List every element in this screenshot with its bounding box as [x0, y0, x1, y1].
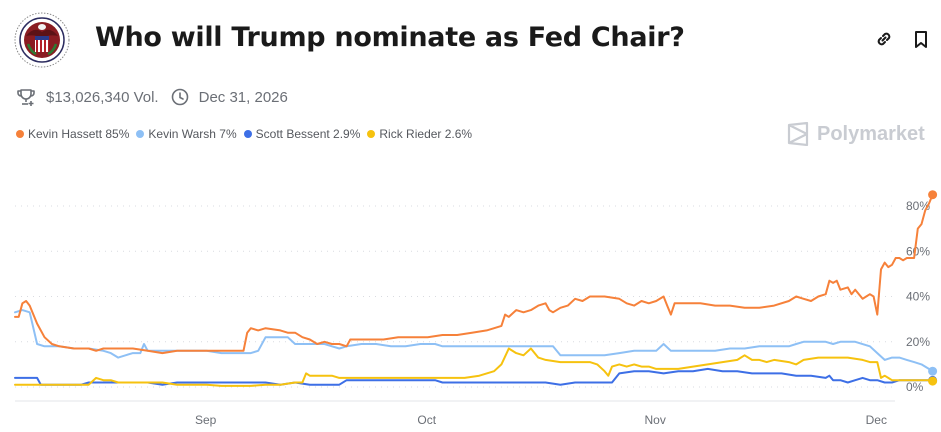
legend-label: Kevin Hassett 85%	[28, 127, 130, 141]
y-tick-label: 80%	[906, 199, 930, 213]
x-axis: Sep Oct Nov Dec	[195, 413, 887, 427]
legend-dot	[367, 130, 376, 138]
chart-grid	[15, 205, 895, 402]
volume-text: $13,026,340 Vol.	[46, 88, 159, 106]
x-tick-label: Oct	[417, 413, 436, 427]
y-tick-label: 20%	[906, 335, 930, 349]
x-tick-label: Sep	[195, 413, 217, 427]
legend-dot	[16, 130, 24, 138]
brand-name: Polymarket	[817, 122, 925, 145]
polymarket-watermark: Polymarket	[787, 122, 925, 146]
y-tick-label: 0%	[906, 380, 924, 394]
legend-item-scott-bessent[interactable]: Scott Bessent 2.9%	[243, 127, 361, 141]
bookmark-icon	[915, 31, 927, 48]
x-tick-label: Nov	[645, 413, 666, 427]
series-endpoint-rick-rieder	[928, 376, 938, 386]
series-line-kevin-warsh	[14, 309, 934, 373]
page-title: Who will Trump nominate as Fed Chair?	[95, 22, 685, 53]
series-line-kevin-hassett	[14, 193, 934, 355]
series-endpoint-kevin-hassett	[928, 190, 938, 200]
series-line-scott-bessent	[14, 367, 934, 386]
trophy-icon	[17, 89, 35, 106]
y-tick-label: 60%	[906, 244, 930, 258]
legend-label: Kevin Warsh 7%	[148, 127, 237, 141]
link-icon	[877, 32, 891, 46]
x-tick-label: Dec	[866, 413, 887, 427]
y-tick-label: 40%	[906, 290, 930, 304]
clock-icon	[171, 88, 188, 106]
legend-item-kevin-warsh[interactable]: Kevin Warsh 7%	[136, 127, 237, 141]
legend-dot	[243, 130, 252, 138]
market-meta: $13,026,340 Vol. Dec 31, 2026	[16, 86, 288, 108]
series-line-rick-rieder	[14, 347, 934, 387]
legend-label: Scott Bessent 2.9%	[255, 127, 361, 141]
bookmark-button[interactable]	[910, 28, 932, 50]
series-endpoint-kevin-warsh	[928, 366, 938, 376]
polymarket-logo-icon	[787, 122, 809, 146]
y-axis: 0% 20% 40% 60% 80%	[906, 199, 930, 394]
chart-legend: Kevin Hassett 85% Kevin Warsh 7% Scott B…	[16, 127, 479, 141]
legend-dot	[136, 130, 145, 138]
copy-link-button[interactable]	[873, 28, 895, 50]
federal-reserve-seal-icon	[14, 12, 70, 68]
chart-series	[14, 190, 938, 387]
legend-item-kevin-hassett[interactable]: Kevin Hassett 85%	[16, 127, 129, 141]
legend-label: Rick Rieder 2.6%	[379, 127, 473, 141]
end-date-text: Dec 31, 2026	[198, 88, 288, 106]
legend-item-rick-rieder[interactable]: Rick Rieder 2.6%	[367, 127, 472, 141]
